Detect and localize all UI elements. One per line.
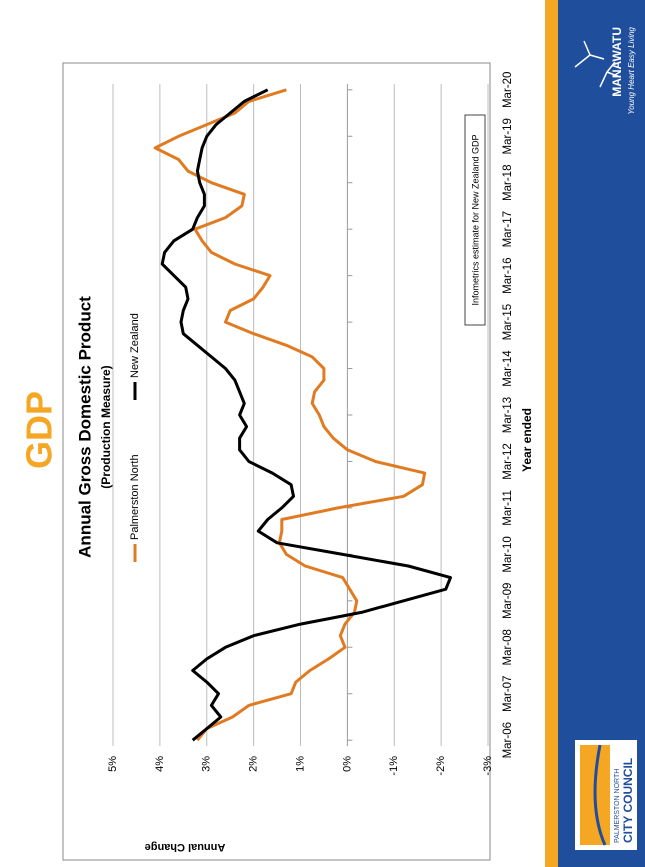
y-tick-label: 5% [107, 756, 119, 772]
y-tick-label: -3% [482, 756, 494, 776]
legend-label: Palmerston North [129, 454, 141, 540]
x-tick-label: Mar-12 [502, 443, 514, 479]
y-tick-label: 1% [294, 756, 306, 772]
council-name-2: CITY COUNCIL [621, 758, 635, 843]
series-line [160, 88, 452, 742]
legend-label: New Zealand [129, 313, 141, 378]
brand-name: MANAWATU [610, 27, 624, 97]
windmill-icon [574, 40, 621, 88]
x-tick-label: Mar-07 [502, 676, 514, 712]
footer-bar [558, 0, 645, 867]
chart-frame [62, 62, 491, 861]
x-tick-label: Mar-11 [502, 490, 514, 526]
brand-tagline: Young Heart Easy Living [627, 26, 636, 114]
series-line [153, 88, 427, 742]
chart-subtitle: (Production Measure) [99, 365, 113, 488]
x-tick-label: Mar-20 [502, 72, 514, 108]
x-tick-label: Mar-13 [502, 397, 514, 433]
x-tick-label: Mar-16 [502, 257, 514, 293]
y-tick-label: 4% [154, 756, 166, 772]
brand-logo [574, 40, 621, 88]
slide-title: GDP [19, 391, 60, 469]
x-axis-label: Year ended [520, 408, 534, 472]
council-logo-river [593, 744, 607, 846]
x-tick-label: Mar-15 [502, 304, 514, 340]
x-tick-label: Mar-09 [502, 583, 514, 619]
x-tick-label: Mar-08 [502, 629, 514, 665]
y-tick-label: -2% [435, 756, 447, 776]
y-axis-label: Annual Change [145, 841, 226, 853]
y-tick-label: 0% [341, 756, 353, 772]
x-tick-label: Mar-14 [502, 350, 514, 387]
y-tick-label: -1% [388, 756, 400, 776]
chart-title: Annual Gross Domestic Product [75, 296, 94, 558]
annotation: Infometrics estimate for New Zealand GDP [470, 134, 480, 305]
annotation-box [464, 114, 486, 326]
council-name-1: PALMERSTON NORTH [614, 769, 621, 843]
orange-stripe [545, 0, 558, 867]
x-tick-label: Mar-18 [502, 165, 514, 201]
x-tick-label: Mar-10 [502, 536, 514, 572]
y-tick-label: 3% [201, 756, 213, 772]
y-tick-label: 2% [248, 756, 260, 772]
x-tick-label: Mar-06 [502, 722, 514, 758]
x-tick-label: Mar-17 [502, 211, 514, 247]
x-tick-label: Mar-19 [502, 118, 514, 154]
